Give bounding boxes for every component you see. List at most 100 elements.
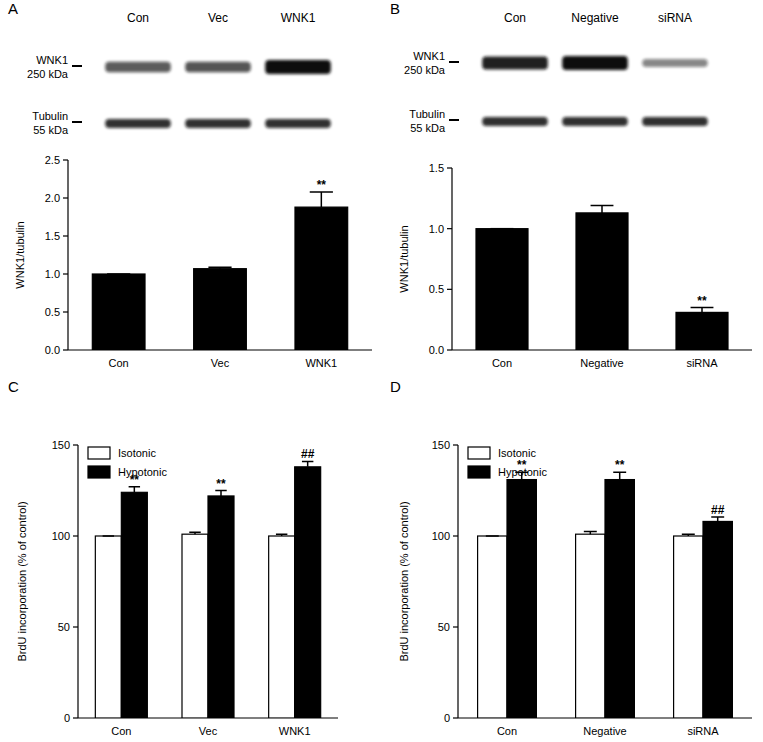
error-bar <box>208 267 231 269</box>
band-size: 55 kDa <box>410 122 446 134</box>
annotations: ** <box>317 178 327 192</box>
legend-label: Hypotonic <box>498 466 547 478</box>
blot-band <box>185 62 251 73</box>
band-size: 250 kDa <box>27 68 69 80</box>
y-tick <box>63 197 68 198</box>
y-tick-label: 150 <box>432 439 450 451</box>
y-tick-label: 1.0 <box>45 268 60 280</box>
bar <box>478 536 507 718</box>
legend-label: Isotonic <box>118 447 156 459</box>
error-bar <box>302 461 313 466</box>
blot-band <box>642 59 708 67</box>
band-size: 250 kDa <box>404 64 446 76</box>
y-tick-label: 0.0 <box>429 344 444 356</box>
error-bar <box>310 192 333 207</box>
y-tick-label: 0.0 <box>45 344 60 356</box>
error-bar <box>107 273 130 275</box>
y-tick <box>447 228 452 229</box>
marker-dash <box>72 65 82 67</box>
lane-label: Con <box>127 11 149 25</box>
blot-band-tubulin <box>185 119 251 128</box>
bar <box>605 480 634 718</box>
y-axis <box>457 445 458 718</box>
y-tick-label: 100 <box>432 530 450 542</box>
y-tick <box>63 273 68 274</box>
legend-label: Hypotonic <box>118 466 167 478</box>
band-size: 55 kDa <box>33 124 69 136</box>
error-bar <box>584 531 597 534</box>
band-name: WNK1 <box>413 50 445 62</box>
lane-label: Vec <box>208 11 228 25</box>
panel-letter: B <box>390 0 400 17</box>
error-bar <box>711 517 724 522</box>
marker-dash <box>449 61 459 63</box>
bar <box>194 269 247 350</box>
band-name: WNK1 <box>36 54 68 66</box>
legend-swatch <box>468 466 490 478</box>
significance: ** <box>615 458 625 472</box>
y-tick <box>447 289 452 290</box>
y-axis-label: WNK1/tubulin <box>14 221 26 288</box>
panel: C050100150BrdU incorporation (% of contr… <box>8 378 338 737</box>
panel: AConVecWNK1WNK1250 kDaTubulin55 kDa0.00.… <box>8 0 372 369</box>
bar <box>476 229 528 350</box>
significance: ## <box>711 503 725 517</box>
legend-swatch <box>88 447 110 459</box>
bar <box>507 480 536 718</box>
bars <box>476 206 728 350</box>
x-tick-label: Con <box>111 725 131 737</box>
legend-swatch <box>468 447 490 459</box>
y-axis-label: WNK1/tubulin <box>398 225 410 292</box>
bar <box>121 492 147 718</box>
error-bar <box>682 534 695 536</box>
y-axis-label: BrdU incorporation (% of control) <box>16 501 28 661</box>
bar <box>576 213 628 350</box>
y-tick <box>453 626 458 627</box>
band-name: Tubulin <box>32 110 68 122</box>
panel: D050100150BrdU incorporation (% of contr… <box>390 378 752 737</box>
y-axis-label: BrdU incorporation (% of control) <box>398 501 410 661</box>
y-tick <box>73 626 78 627</box>
bar <box>295 207 348 350</box>
error-bar <box>691 308 714 313</box>
blot-band-tubulin <box>105 119 171 128</box>
y-tick <box>447 167 452 168</box>
annotations: ** <box>697 294 707 308</box>
y-tick-label: 2.0 <box>45 192 60 204</box>
error-bar <box>486 535 499 537</box>
y-tick-label: 0 <box>64 712 70 724</box>
significance: ** <box>697 294 707 308</box>
error-bar <box>491 228 514 230</box>
annotations: ****## <box>517 458 725 517</box>
marker-dash <box>449 119 459 121</box>
bar <box>703 521 732 718</box>
band-name: Tubulin <box>409 108 445 120</box>
error-bar <box>129 487 140 492</box>
y-tick <box>63 159 68 160</box>
bar <box>208 496 234 718</box>
y-tick-label: 1.0 <box>429 223 444 235</box>
blot-band-tubulin <box>642 117 708 126</box>
error-bar <box>591 206 614 213</box>
y-tick-label: 150 <box>52 439 70 451</box>
panel-letter: C <box>8 378 19 395</box>
x-tick-label: Con <box>109 357 129 369</box>
y-tick <box>73 717 78 718</box>
bars <box>478 472 733 718</box>
x-tick-label: Con <box>492 357 512 369</box>
panel-letter: A <box>8 0 18 17</box>
bar <box>295 467 321 718</box>
y-tick <box>63 235 68 236</box>
error-bar <box>103 535 114 537</box>
legend-swatch <box>88 466 110 478</box>
x-tick-label: Negative <box>580 357 623 369</box>
y-tick-label: 1.5 <box>45 230 60 242</box>
y-tick <box>453 717 458 718</box>
bar <box>95 536 121 718</box>
error-bar <box>613 472 626 479</box>
lane-label: Con <box>504 11 526 25</box>
bar <box>576 534 605 718</box>
y-tick <box>447 349 452 350</box>
y-tick <box>453 444 458 445</box>
bars <box>92 192 347 350</box>
